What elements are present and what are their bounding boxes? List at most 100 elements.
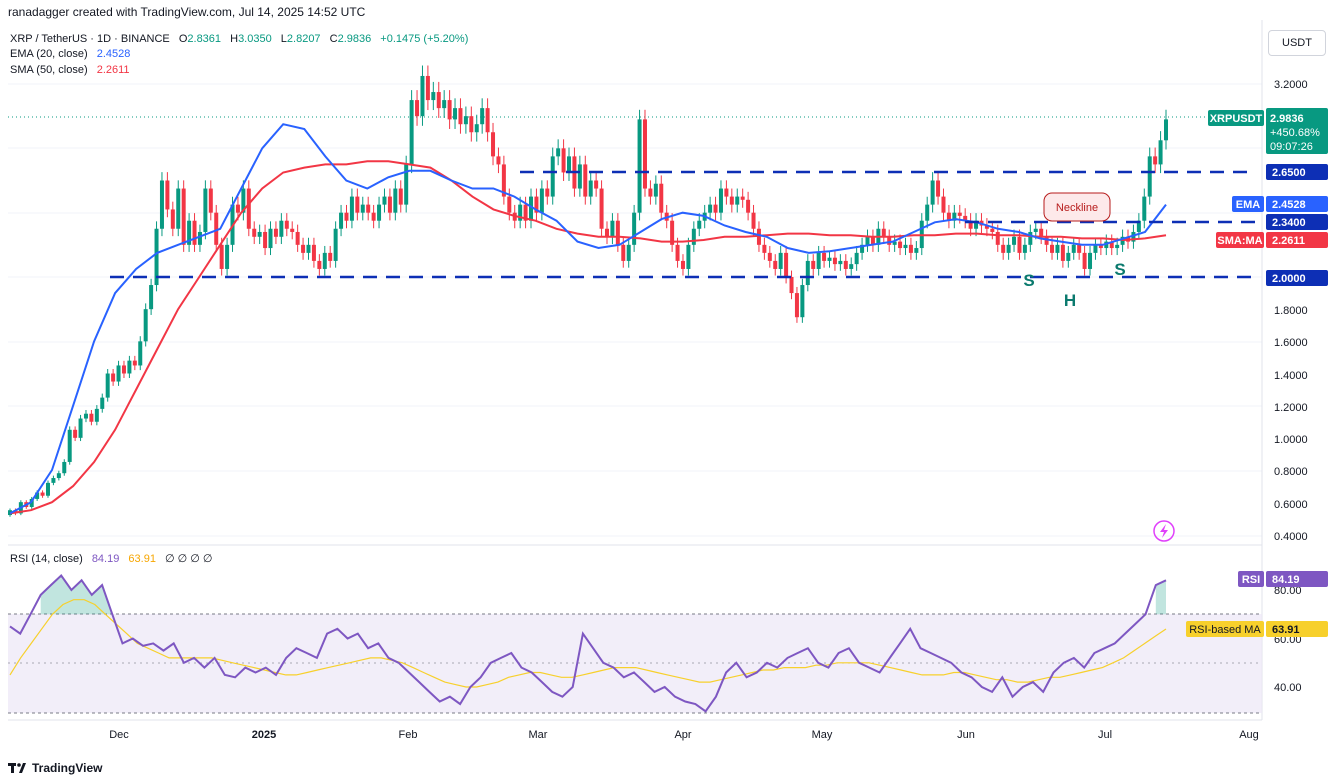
candle-body — [946, 212, 951, 221]
candle-body — [192, 220, 197, 245]
candle-body — [816, 252, 821, 269]
open-label: O — [178, 33, 188, 45]
ema-name-badge — [1232, 196, 1264, 212]
price-tick: 3.2000 — [1274, 79, 1308, 91]
time-label: Aug — [1239, 729, 1259, 741]
bar-countdown: 09:07:26 — [1270, 141, 1313, 153]
candle-body — [45, 482, 50, 496]
candle-body — [729, 196, 734, 205]
candle-body — [724, 188, 729, 197]
candle-body — [1115, 244, 1120, 249]
candle-body — [436, 92, 441, 109]
symbol-name-badge — [1208, 110, 1264, 126]
candle-body — [691, 228, 696, 245]
rsi-value-badge-text: 84.19 — [1272, 574, 1300, 586]
candle-body — [751, 212, 756, 229]
candle-body — [491, 132, 496, 157]
candle-body — [344, 212, 349, 221]
candle-body — [697, 220, 702, 229]
candle-body — [800, 285, 805, 318]
candle-body — [637, 119, 642, 213]
symbol-title: XRP / TetherUS · 1D · BINANCE — [10, 33, 170, 45]
level-badge-2340 — [1266, 214, 1328, 230]
rsi-band — [8, 614, 1262, 713]
candle-body — [767, 252, 772, 261]
candle-body — [241, 188, 246, 213]
candle-body — [246, 188, 251, 229]
sma-legend-label: SMA (50, close) — [10, 64, 88, 76]
candle-body — [626, 244, 631, 261]
candle-body — [567, 156, 572, 173]
low-label: L — [280, 33, 287, 45]
price-tick: 0.6000 — [1274, 499, 1308, 511]
neckline-label: Neckline — [1056, 202, 1098, 214]
level-badge-2650-text: 2.6500 — [1272, 167, 1306, 179]
candle-body — [1039, 228, 1044, 237]
candle-body — [870, 236, 875, 245]
candle-body — [860, 244, 865, 253]
candle-body — [29, 498, 34, 507]
candle-body — [881, 228, 886, 237]
level-badge-2650 — [1266, 164, 1328, 180]
ema-value-badge-text: 2.4528 — [1272, 199, 1306, 211]
sma-name-badge-text: SMA:MA — [1217, 235, 1262, 247]
candle-body — [778, 252, 783, 269]
sma-legend[interactable]: SMA (50, close) 2.2611 — [10, 64, 130, 76]
candle-body — [382, 196, 387, 205]
candle-body — [1147, 156, 1152, 197]
candle-body — [990, 228, 995, 232]
candle-body — [599, 188, 604, 229]
candle-body — [610, 220, 615, 237]
candle-body — [311, 244, 316, 261]
time-axis[interactable]: Dec 2025 Feb Mar Apr May Jun Jul Aug — [109, 729, 1259, 741]
rsi-ma-value-badge-text: 63.91 — [1272, 624, 1300, 636]
time-label: 2025 — [252, 729, 276, 741]
ema-value-badge — [1266, 196, 1328, 212]
close-label: C — [329, 33, 338, 45]
candle-body — [621, 244, 626, 261]
candle-body — [577, 164, 582, 189]
symbol-legend[interactable]: XRP / TetherUS · 1D · BINANCE O2.8361 H3… — [10, 33, 468, 45]
ema-legend[interactable]: EMA (20, close) 2.4528 — [10, 48, 130, 60]
candle-body — [496, 156, 501, 165]
candle-body — [214, 212, 219, 245]
candle-body — [843, 260, 848, 269]
last-price-value: 2.9836 — [1270, 113, 1304, 125]
candles-layer — [8, 65, 1168, 517]
candle-body — [67, 429, 72, 462]
candle-body — [887, 236, 892, 245]
candle-body — [832, 257, 837, 265]
candle-body — [252, 228, 257, 237]
candle-body — [111, 373, 116, 382]
candle-body — [659, 183, 664, 213]
candle-body — [268, 228, 273, 249]
candle-body — [908, 244, 913, 253]
candle-body — [121, 365, 126, 374]
rsi-axis[interactable]: 80.00 60.00 40.00 — [1274, 585, 1302, 694]
candle-body — [78, 418, 83, 438]
rsi-legend[interactable]: RSI (14, close) 84.19 63.91 ∅ ∅ ∅ ∅ — [10, 552, 213, 565]
alert-lightning-icon[interactable] — [1153, 520, 1175, 542]
candle-body — [1088, 252, 1093, 269]
candle-body — [784, 252, 789, 277]
candle-body — [62, 461, 67, 474]
candle-body — [349, 196, 354, 221]
candle-body — [898, 241, 903, 249]
candle-body — [615, 220, 620, 245]
candle-body — [762, 244, 767, 253]
candle-body — [333, 228, 338, 261]
time-label: Jun — [957, 729, 975, 741]
high-label: H — [230, 33, 239, 45]
candle-body — [1044, 236, 1049, 245]
rsi-ma-name-badge — [1186, 621, 1264, 637]
candle-body — [431, 92, 436, 101]
candle-body — [187, 220, 192, 245]
currency-selector[interactable]: USDT — [1268, 30, 1326, 56]
candle-body — [561, 148, 566, 173]
candle-body — [415, 100, 420, 117]
candle-body — [1104, 241, 1109, 249]
pattern-head: H — [1064, 291, 1076, 310]
candle-body — [366, 204, 371, 213]
candle-body — [485, 108, 490, 133]
low-value: 2.8207 — [286, 33, 321, 45]
